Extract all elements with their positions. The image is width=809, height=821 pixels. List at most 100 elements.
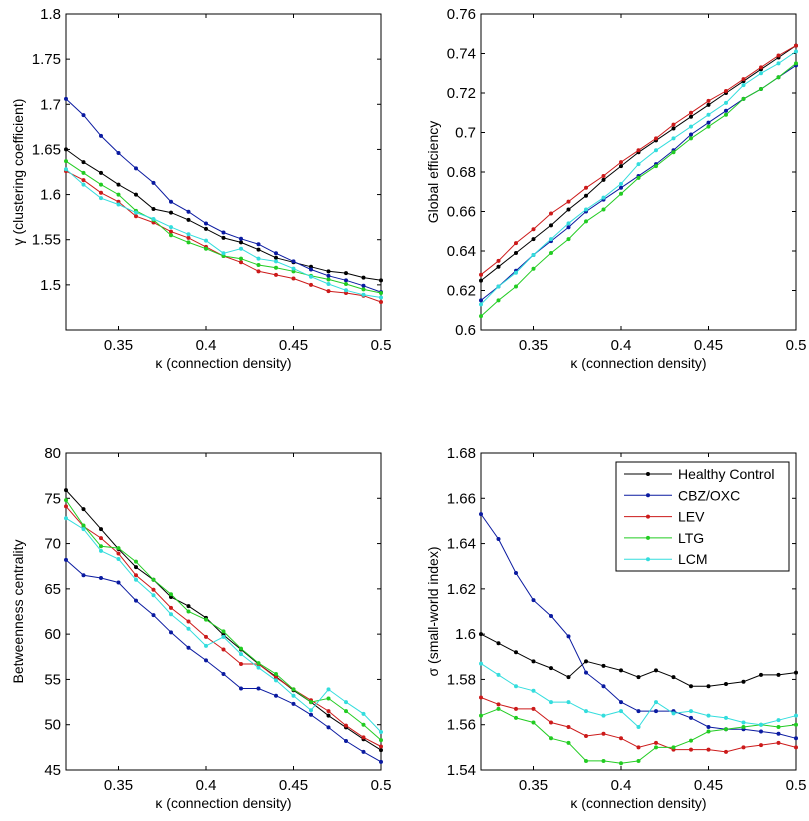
- data-point: [479, 713, 483, 718]
- data-point: [99, 548, 103, 553]
- data-point: [496, 264, 501, 269]
- y-tick-label: 1.68: [447, 445, 476, 462]
- data-point: [671, 675, 676, 680]
- data-point: [654, 740, 658, 745]
- data-point: [496, 284, 501, 289]
- data-point: [496, 537, 501, 542]
- y-tick-label: 45: [44, 762, 61, 779]
- data-point: [741, 96, 746, 101]
- x-tick-label: 0.45: [279, 777, 308, 794]
- data-point: [479, 298, 483, 303]
- data-point: [186, 209, 191, 214]
- x-tick-label: 0.45: [694, 337, 723, 354]
- data-point: [256, 247, 261, 252]
- data-point: [134, 166, 138, 171]
- series-lcm: [64, 167, 383, 300]
- data-point: [514, 250, 518, 255]
- data-point: [479, 632, 483, 637]
- data-point: [794, 49, 798, 54]
- data-point: [689, 110, 693, 115]
- x-tick-label: 0.5: [371, 777, 392, 794]
- data-point: [361, 735, 366, 740]
- legend-marker: [646, 557, 650, 562]
- data-point: [169, 233, 173, 238]
- data-point: [379, 729, 383, 734]
- data-point: [256, 665, 261, 670]
- data-point: [706, 120, 711, 125]
- data-point: [186, 240, 191, 245]
- data-point: [496, 706, 501, 711]
- data-point: [759, 672, 763, 677]
- data-point: [601, 663, 606, 668]
- data-point: [584, 219, 588, 224]
- data-point: [689, 114, 693, 119]
- x-tick-label: 0.5: [786, 337, 807, 354]
- data-point: [514, 684, 518, 689]
- data-point: [549, 237, 553, 242]
- y-axis-label: γ (clustering coefficient): [10, 99, 26, 246]
- data-point: [759, 87, 763, 92]
- data-point: [204, 617, 208, 622]
- data-point: [151, 216, 156, 221]
- y-tick-label: 1.55: [32, 232, 61, 249]
- data-point: [584, 709, 588, 714]
- data-point: [309, 274, 313, 279]
- data-point: [344, 278, 348, 283]
- data-point: [584, 734, 588, 739]
- x-tick-label: 0.45: [279, 337, 308, 354]
- data-point: [344, 281, 348, 286]
- data-point: [566, 724, 571, 729]
- series-lcm: [479, 49, 798, 307]
- data-point: [549, 720, 553, 725]
- data-point: [531, 706, 536, 711]
- data-point: [619, 160, 623, 165]
- data-point: [549, 250, 553, 255]
- y-tick-label: 1.65: [32, 141, 61, 158]
- x-tick-label: 0.4: [611, 337, 632, 354]
- data-point: [496, 641, 501, 646]
- data-point: [514, 571, 518, 576]
- data-point: [636, 724, 641, 729]
- data-point: [496, 702, 501, 707]
- data-point: [531, 720, 536, 725]
- data-point: [151, 180, 156, 185]
- data-point: [776, 61, 781, 66]
- data-point: [81, 160, 86, 165]
- x-tick-label: 0.5: [371, 337, 392, 354]
- data-point: [619, 181, 623, 186]
- data-point: [706, 124, 711, 129]
- data-point: [204, 634, 208, 639]
- data-point: [151, 587, 156, 592]
- series-lcm: [479, 661, 798, 729]
- data-point: [379, 300, 383, 305]
- data-point: [741, 83, 746, 88]
- data-point: [256, 269, 261, 274]
- data-point: [601, 713, 606, 718]
- data-point: [81, 573, 86, 578]
- data-point: [636, 709, 641, 714]
- data-point: [549, 223, 553, 228]
- data-point: [361, 711, 366, 716]
- series-healthy-control: [479, 43, 798, 283]
- data-point: [706, 684, 711, 689]
- data-point: [291, 266, 296, 271]
- data-point: [134, 214, 138, 219]
- data-point: [274, 693, 278, 698]
- data-point: [514, 715, 518, 720]
- x-axis-label: κ (connection density): [570, 795, 706, 811]
- data-point: [689, 132, 693, 137]
- data-point: [584, 659, 588, 664]
- data-point: [361, 283, 366, 288]
- data-point: [361, 287, 366, 292]
- data-point: [619, 700, 623, 705]
- data-point: [514, 241, 518, 246]
- data-point: [531, 237, 536, 242]
- data-point: [361, 722, 366, 727]
- data-point: [379, 738, 383, 743]
- data-point: [204, 246, 208, 251]
- data-point: [344, 723, 348, 728]
- data-point: [151, 593, 156, 598]
- y-tick-label: 60: [44, 626, 61, 643]
- data-point: [326, 713, 331, 718]
- data-point: [654, 136, 658, 141]
